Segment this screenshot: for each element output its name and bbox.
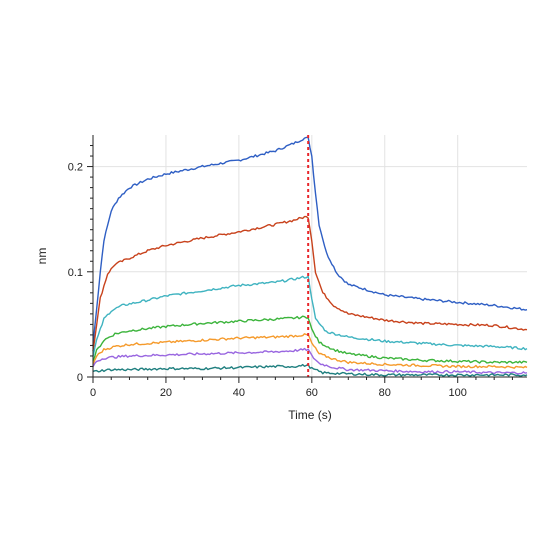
series-line-2 [92,215,528,352]
series-line-7 [92,363,528,377]
series-layer [92,136,528,377]
axes [87,135,527,383]
series-line-5 [92,333,528,369]
x-tick-label: 40 [233,387,245,399]
series-line-6 [92,347,528,375]
y-tick-label: 0 [77,372,83,384]
x-axis-title: Time (s) [288,408,332,422]
series-line-4 [92,315,528,364]
x-tick-label: 80 [379,387,391,399]
y-tick-label: 0.2 [68,162,83,174]
y-tick-labels: 0 0.1 0.2 [68,162,83,384]
x-tick-label: 100 [449,387,467,399]
grid [93,135,527,377]
series-line-1 [92,136,528,346]
series-line-3 [92,275,528,358]
x-tick-labels: 0 20 40 60 80 100 [90,387,467,399]
y-tick-label: 0.1 [68,267,83,279]
x-tick-label: 60 [306,387,318,399]
y-axis-title: nm [35,248,49,265]
x-tick-label: 20 [160,387,172,399]
x-tick-label: 0 [90,387,96,399]
